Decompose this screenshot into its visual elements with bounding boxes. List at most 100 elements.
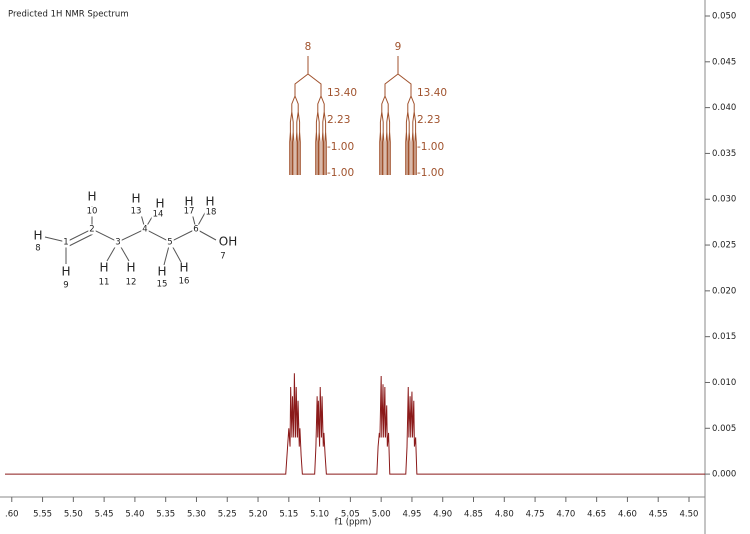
label-backdrop [219, 251, 227, 262]
y-tick-label: 0.035 [712, 149, 736, 159]
x-tick-label: 5.20 [249, 510, 268, 520]
x-tick-label: 4.55 [649, 510, 668, 520]
coupling-label: 13.40 [327, 87, 357, 99]
y-tick-label: 0.040 [712, 103, 736, 113]
x-tick-label: 5.45 [95, 510, 114, 520]
atom-label: 1 [63, 238, 68, 248]
atom-label: H [184, 195, 193, 209]
atom-label: 2 [89, 225, 94, 235]
atom-label: H [126, 261, 135, 275]
x-tick-label: 4.90 [433, 510, 452, 520]
x-tick-label: 4.60 [618, 510, 637, 520]
y-tick-label: 0.025 [712, 241, 736, 251]
x-tick-label: 5.40 [125, 510, 144, 520]
y-tick-label: 0.020 [712, 286, 736, 296]
coupling-label: -1.00 [327, 141, 354, 153]
atom-label: 6 [193, 225, 198, 235]
atom-label: 11 [99, 278, 110, 288]
atom-label: 7 [220, 252, 225, 262]
label-backdrop [155, 279, 169, 290]
atom-label: 15 [157, 280, 168, 290]
x-tick-label: 5.25 [218, 510, 237, 520]
x-tick-label: 5.10 [310, 510, 329, 520]
atom-label: H [61, 265, 70, 279]
y-tick-label: 0.000 [712, 470, 736, 480]
multiplet-tree [289, 56, 327, 175]
atom-label: 16 [179, 277, 190, 287]
atom-label: H [99, 261, 108, 275]
atom-label: 18 [206, 208, 217, 218]
label-backdrop [129, 206, 143, 217]
atom-label: 8 [35, 244, 40, 254]
atom-label: 17 [184, 207, 195, 217]
atom-label: 5 [167, 238, 172, 248]
label-backdrop [141, 224, 149, 235]
y-tick-label: 0.050 [712, 11, 736, 21]
atom-label: 9 [63, 281, 68, 291]
label-backdrop [177, 276, 191, 287]
atom-label: H [157, 265, 166, 279]
x-axis-label: f1 (ppm) [335, 518, 372, 528]
x-tick-label: 5.35 [156, 510, 175, 520]
coupling-label: 13.40 [417, 87, 447, 99]
coupling-label: -1.00 [417, 141, 444, 153]
atom-label: H [179, 261, 188, 275]
x-tick-label: 4.95 [402, 510, 421, 520]
label-backdrop [124, 277, 138, 288]
coupling-label: 2.23 [327, 114, 350, 126]
multiplet-label: 8 [305, 41, 312, 53]
label-backdrop [85, 206, 99, 217]
atom-label: 14 [153, 210, 164, 220]
x-tick-label: 5.30 [187, 510, 206, 520]
atom-label: 12 [126, 278, 137, 288]
y-tick-label: 0.030 [712, 195, 736, 205]
multiplet-label: 9 [395, 41, 402, 53]
label-backdrop [192, 224, 200, 235]
label-backdrop [166, 237, 174, 248]
chart-title: Predicted 1H NMR Spectrum [8, 10, 129, 20]
label-backdrop [114, 237, 122, 248]
label-backdrop [204, 207, 218, 218]
label-backdrop [62, 280, 70, 291]
coupling-label: -1.00 [417, 167, 444, 179]
multiplet-tree [379, 56, 417, 175]
atom-label: 4 [142, 225, 147, 235]
x-tick-label: 4.85 [464, 510, 483, 520]
label-backdrop [62, 237, 70, 248]
y-tick-label: 0.045 [712, 57, 736, 67]
x-tick-label: 5.55 [33, 510, 52, 520]
label-backdrop [88, 224, 96, 235]
x-tick-label: 5.05 [341, 510, 360, 520]
x-tick-label: 5.15 [279, 510, 298, 520]
coupling-label: 2.23 [417, 114, 440, 126]
coupling-label: -1.00 [327, 167, 354, 179]
atom-label: 13 [131, 207, 142, 217]
atom-label: 3 [115, 238, 120, 248]
label-backdrop [34, 243, 42, 254]
x-tick-label: 4.70 [556, 510, 575, 520]
atom-label: H [131, 192, 140, 206]
x-tick-label: 4.50 [680, 510, 699, 520]
label-backdrop [151, 209, 165, 220]
y-tick-label: 0.010 [712, 378, 736, 388]
atom-label: H [33, 229, 42, 243]
label-backdrop [97, 277, 111, 288]
x-tick-label: 4.80 [495, 510, 514, 520]
atom-label: H [205, 195, 214, 209]
x-tick-label: .60 [5, 510, 19, 520]
atom-label: OH [219, 235, 237, 249]
atom-label: 10 [87, 207, 98, 217]
x-tick-label: 4.65 [587, 510, 606, 520]
x-tick-label: 5.00 [372, 510, 391, 520]
x-tick-label: 4.75 [526, 510, 545, 520]
spectrum-line [5, 373, 705, 475]
y-tick-label: 0.005 [712, 424, 736, 434]
y-tick-label: 0.015 [712, 332, 736, 342]
atom-label: H [155, 197, 164, 211]
x-tick-label: 5.50 [64, 510, 83, 520]
label-backdrop [182, 206, 196, 217]
atom-label: H [87, 190, 96, 204]
